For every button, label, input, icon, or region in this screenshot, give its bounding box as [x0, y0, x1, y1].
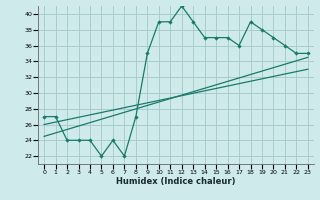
X-axis label: Humidex (Indice chaleur): Humidex (Indice chaleur) [116, 177, 236, 186]
